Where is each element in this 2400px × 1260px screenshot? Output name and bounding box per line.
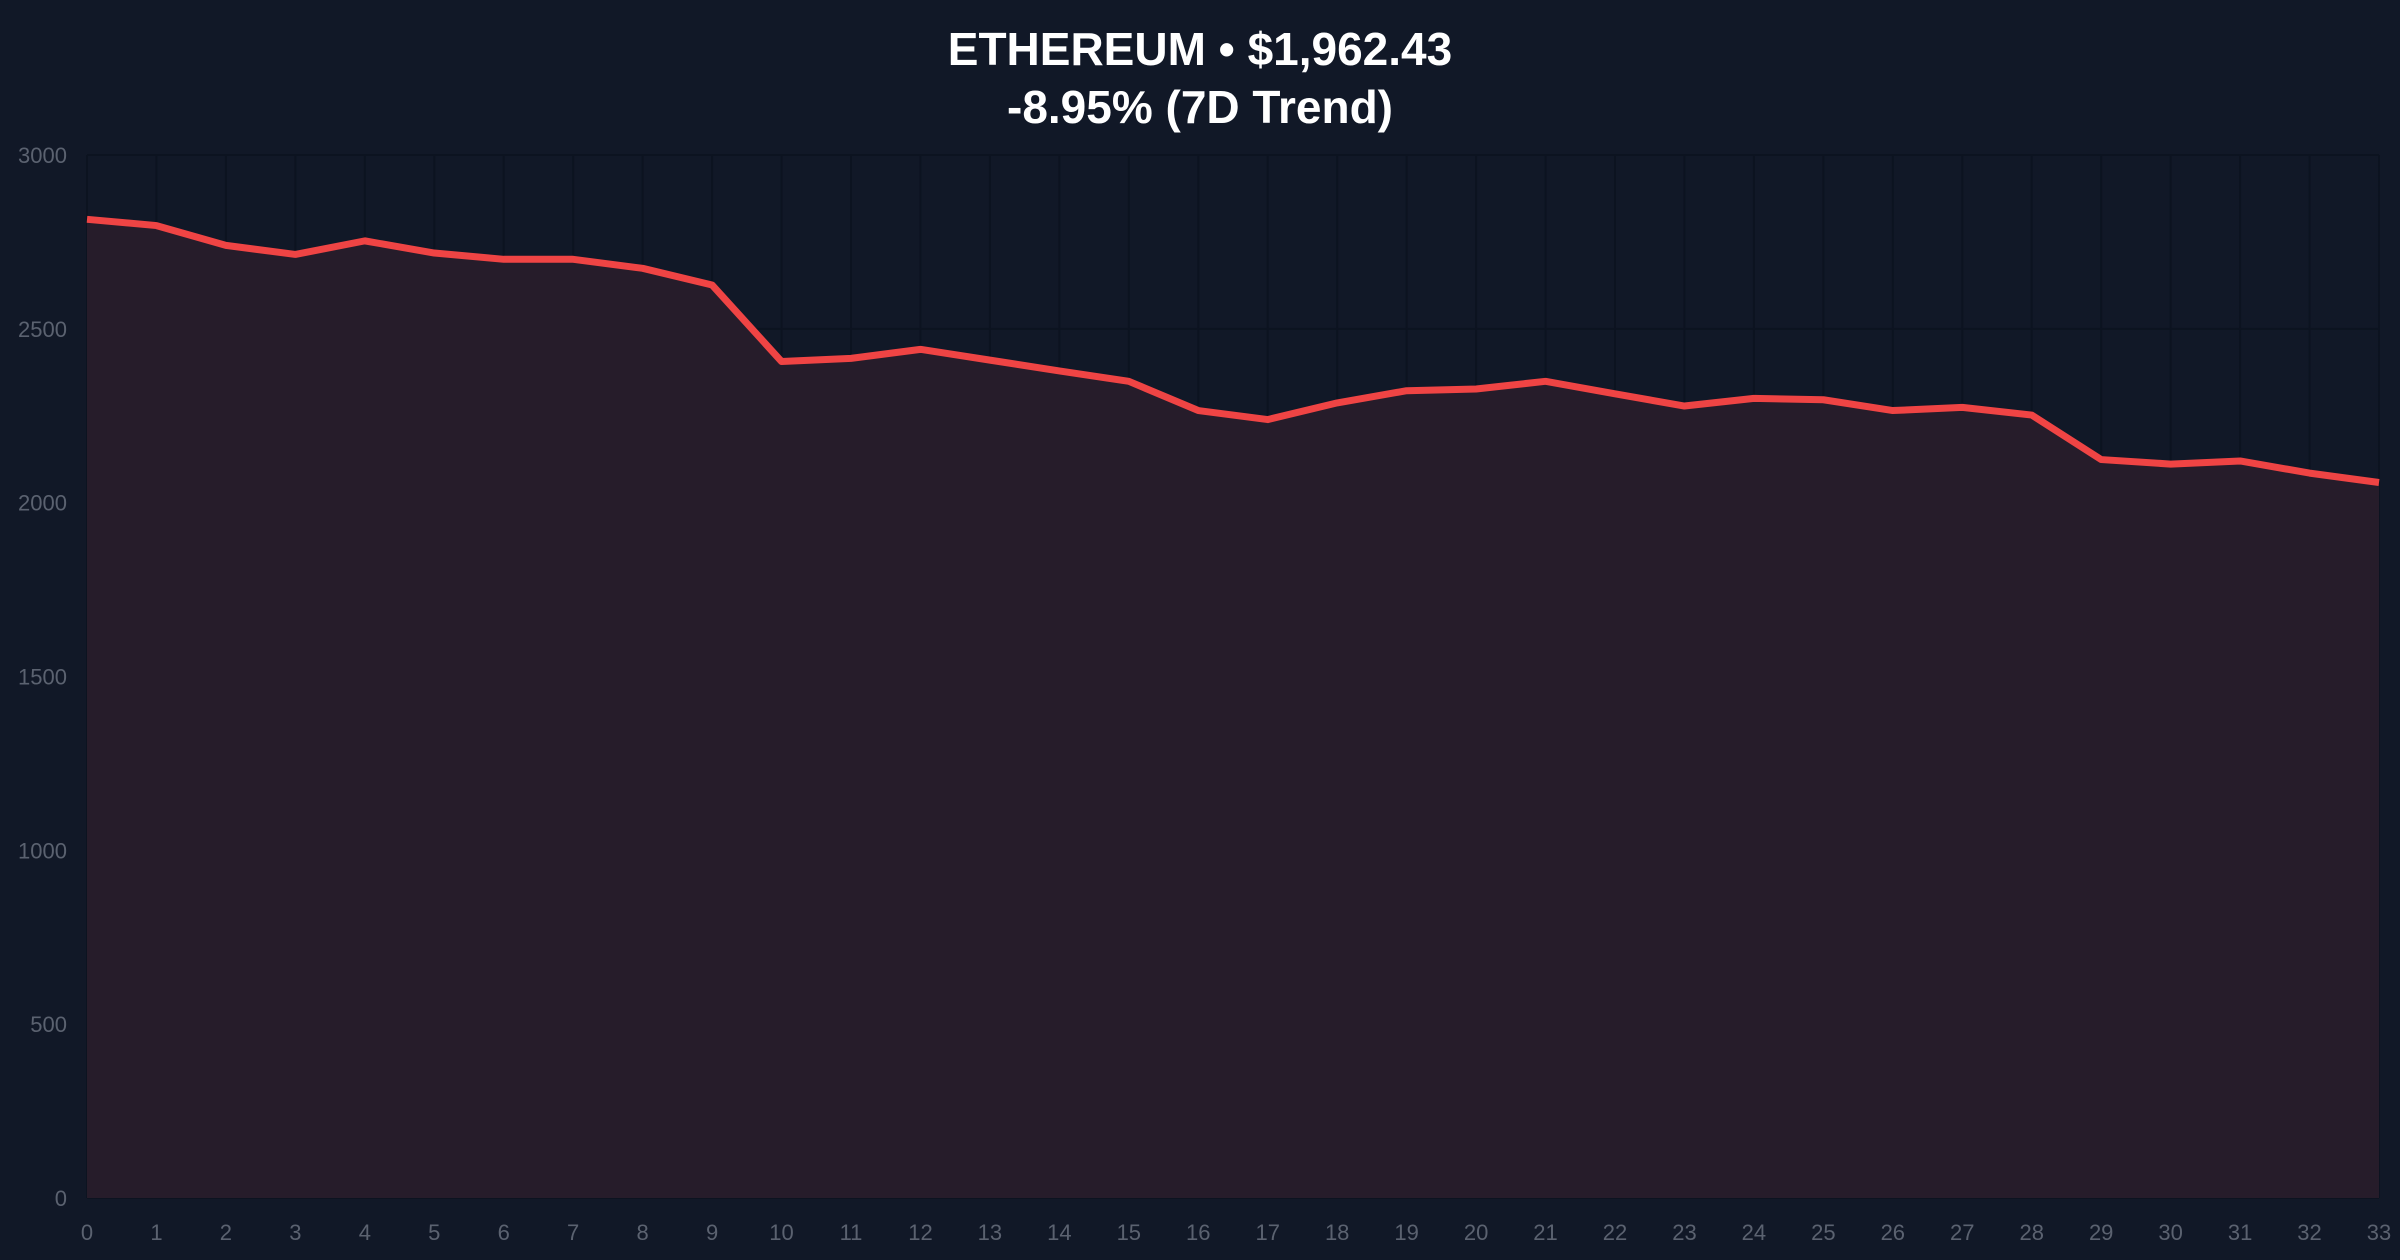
x-tick-label: 9: [706, 1220, 718, 1245]
x-tick-label: 17: [1255, 1220, 1279, 1245]
x-tick-label: 23: [1672, 1220, 1696, 1245]
y-tick-label: 1000: [18, 838, 67, 863]
y-tick-label: 1500: [18, 665, 67, 690]
y-tick-label: 2500: [18, 317, 67, 342]
x-tick-label: 5: [428, 1220, 440, 1245]
x-tick-label: 13: [978, 1220, 1002, 1245]
x-tick-label: 24: [1742, 1220, 1766, 1245]
x-tick-label: 32: [2297, 1220, 2321, 1245]
x-tick-label: 26: [1881, 1220, 1905, 1245]
x-tick-label: 3: [289, 1220, 301, 1245]
x-tick-label: 2: [220, 1220, 232, 1245]
price-line: [86, 215, 2380, 486]
y-tick-label: 3000: [18, 143, 67, 168]
y-tick-label: 500: [30, 1012, 67, 1037]
x-tick-label: 25: [1811, 1220, 1835, 1245]
x-tick-label: 18: [1325, 1220, 1349, 1245]
x-tick-label: 27: [1950, 1220, 1974, 1245]
chart-subtitle: -8.95% (7D Trend): [1007, 81, 1393, 133]
x-tick-label: 15: [1117, 1220, 1141, 1245]
x-tick-label: 22: [1603, 1220, 1627, 1245]
x-tick-label: 20: [1464, 1220, 1488, 1245]
x-tick-label: 11: [840, 1220, 863, 1245]
x-tick-label: 19: [1394, 1220, 1418, 1245]
x-tick-label: 7: [567, 1220, 579, 1245]
x-tick-label: 6: [498, 1220, 510, 1245]
y-tick-label: 2000: [18, 491, 67, 516]
x-tick-label: 21: [1533, 1220, 1557, 1245]
y-tick-label: 0: [55, 1186, 67, 1211]
x-tick-label: 30: [2158, 1220, 2182, 1245]
x-tick-label: 0: [81, 1220, 93, 1245]
x-tick-label: 4: [359, 1220, 371, 1245]
x-tick-label: 8: [637, 1220, 649, 1245]
x-tick-label: 14: [1047, 1220, 1071, 1245]
x-tick-label: 12: [908, 1220, 932, 1245]
chart-title: ETHEREUM • $1,962.43: [947, 23, 1453, 75]
area-fill: [87, 219, 2379, 1198]
x-tick-label: 33: [2367, 1220, 2391, 1245]
x-tick-label: 28: [2019, 1220, 2043, 1245]
x-tick-label: 29: [2089, 1220, 2113, 1245]
x-tick-label: 1: [150, 1220, 162, 1245]
x-tick-label: 31: [2228, 1220, 2252, 1245]
x-tick-label: 16: [1186, 1220, 1210, 1245]
x-tick-label: 10: [769, 1220, 793, 1245]
